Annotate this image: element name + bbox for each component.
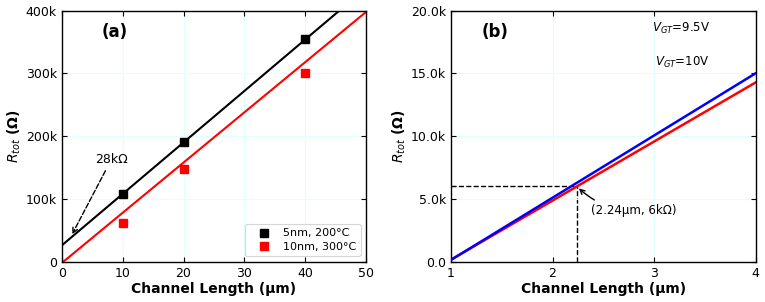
Text: $V_{GT}$=9.5V: $V_{GT}$=9.5V	[652, 21, 710, 36]
X-axis label: Channel Length (μm): Channel Length (μm)	[132, 282, 297, 297]
Line: 10nm, 300°C: 10nm, 300°C	[119, 69, 310, 227]
5nm, 200°C	[301, 37, 310, 41]
Line: 5nm, 200°C: 5nm, 200°C	[119, 35, 310, 198]
Text: 28kΩ: 28kΩ	[73, 153, 128, 233]
X-axis label: Channel Length (μm): Channel Length (μm)	[521, 282, 686, 297]
Y-axis label: $R_{tot}$ (Ω): $R_{tot}$ (Ω)	[5, 109, 23, 163]
10nm, 300°C	[118, 221, 127, 225]
Y-axis label: $R_{tot}$ (Ω): $R_{tot}$ (Ω)	[391, 109, 409, 163]
Text: $V_{GT}$=10V: $V_{GT}$=10V	[656, 55, 710, 70]
Text: (2.24μm, 6kΩ): (2.24μm, 6kΩ)	[580, 189, 676, 217]
Legend: 5nm, 200°C, 10nm, 300°C: 5nm, 200°C, 10nm, 300°C	[245, 224, 360, 256]
Text: (b): (b)	[481, 23, 509, 41]
Text: (a): (a)	[101, 23, 128, 41]
10nm, 300°C	[301, 72, 310, 75]
5nm, 200°C	[179, 141, 188, 144]
5nm, 200°C	[118, 192, 127, 196]
10nm, 300°C	[179, 167, 188, 171]
